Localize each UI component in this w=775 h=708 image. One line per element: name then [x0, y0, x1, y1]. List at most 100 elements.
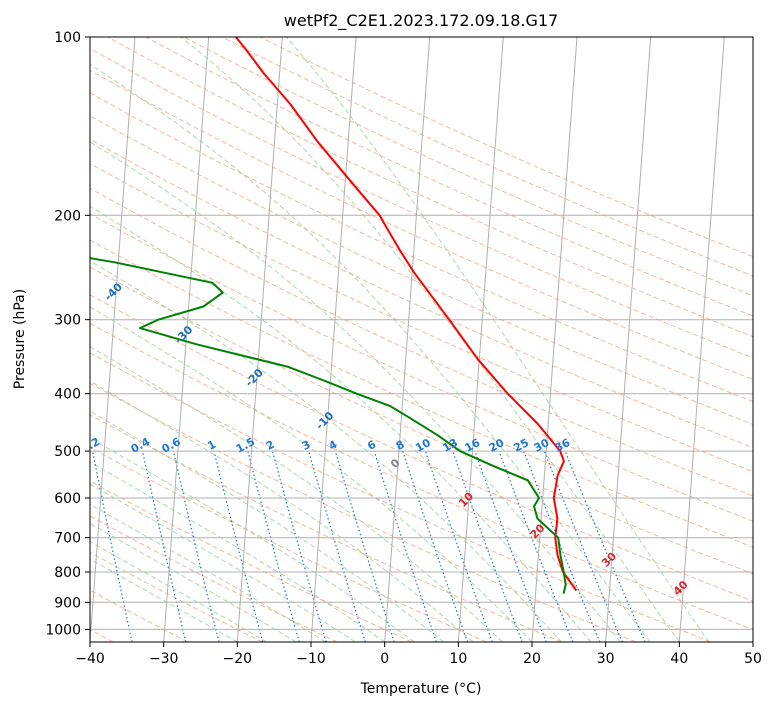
mixing-ratio-label: 30 — [532, 436, 552, 455]
moist-adiabat-line — [90, 260, 562, 642]
mixing-ratio-line — [308, 450, 366, 642]
mixing-ratio-label: 0.1 — [32, 435, 55, 456]
dry-adiabat-line — [90, 47, 753, 359]
dry-adiabat-line — [260, 37, 753, 258]
dry-adiabat-line — [90, 589, 188, 642]
dry-adiabat-line — [90, 213, 753, 522]
y-tick-label: 100 — [54, 30, 81, 46]
dry-adiabat-line — [90, 266, 753, 575]
dry-adiabat-line — [90, 480, 413, 642]
moist-adiabat-line — [90, 522, 297, 642]
dry-adiabat-line — [90, 138, 753, 449]
mixing-ratio-line — [452, 450, 523, 642]
mixing-ratio-line — [498, 450, 574, 642]
y-tick-label: 500 — [54, 444, 81, 460]
y-tick-label: 700 — [54, 531, 81, 547]
mixing-ratio-label: 10 — [413, 436, 433, 455]
sounding-series — [90, 37, 578, 594]
pressure-gridlines — [90, 37, 753, 630]
dry-adiabat-line — [222, 37, 753, 277]
isotherm-line — [310, 37, 357, 642]
x-tick-label: −10 — [296, 651, 326, 667]
isotherm-line — [90, 37, 136, 642]
x-tick-label: 50 — [744, 651, 762, 667]
dry-adiabat-line — [107, 37, 753, 338]
x-tick-label: −20 — [223, 651, 253, 667]
y-axis-label: Pressure (hPa) — [12, 289, 28, 389]
mixing-ratio-line — [172, 450, 220, 642]
moist-adiabat-line — [286, 37, 710, 642]
dry-adiabat-line — [90, 414, 562, 642]
plot-frame — [89, 36, 754, 643]
moist-adiabat-line — [90, 461, 385, 642]
isotherm-line — [457, 37, 504, 642]
y-tick-label: 800 — [54, 565, 81, 581]
moist-adiabat-line — [90, 380, 474, 642]
dry-adiabat-line — [145, 37, 753, 317]
moist-adiabat-line — [90, 503, 326, 642]
mixing-ratio-lines — [92, 450, 646, 642]
mixing-ratio-label: 0.6 — [159, 435, 183, 456]
mixing-ratio-line — [142, 450, 187, 642]
x-tick-label: 0 — [380, 651, 389, 667]
y-tick-label: 1000 — [45, 622, 81, 638]
moist-adiabat-line — [90, 346, 503, 642]
x-tick-label: −40 — [75, 651, 105, 667]
isotherm-line — [384, 37, 431, 642]
moist-adiabat-line — [90, 410, 444, 642]
dry-adiabat-line — [90, 352, 711, 642]
dry-adiabat-line — [90, 187, 753, 497]
mixing-ratio-line — [474, 450, 547, 642]
moist-adiabat-line — [90, 540, 268, 642]
dry-adiabats — [90, 37, 753, 642]
dry-adiabat-line — [90, 322, 753, 631]
x-axis-ticks: −40 −30 −20 −10 0 10 20 30 40 50 — [75, 642, 762, 667]
isotherm-line — [752, 635, 753, 642]
isotherm-label: -50 — [31, 237, 54, 260]
y-tick-label: 400 — [54, 387, 81, 403]
mixing-ratio-line — [564, 450, 646, 642]
plot-area: 0.10.20.40.611.52346810131620253036-100-… — [31, 37, 753, 642]
moist-adiabats — [90, 37, 710, 642]
y-axis-ticks: 100 200 300 400 500 600 700 800 900 1000 — [45, 30, 90, 638]
isotherms — [90, 37, 753, 642]
dry-adiabat-line — [183, 37, 753, 297]
moist-adiabat-line — [90, 141, 621, 642]
isotherm-line — [236, 37, 283, 642]
moist-adiabat-line — [90, 437, 415, 642]
dry-adiabat-label: 40 — [671, 578, 691, 598]
y-tick-label: 600 — [54, 491, 81, 507]
x-tick-label: −30 — [149, 651, 179, 667]
y-tick-label: 900 — [54, 595, 81, 611]
mixing-ratio-line — [271, 450, 327, 642]
mixing-ratio-line — [92, 450, 133, 642]
temperature-profile — [235, 37, 578, 592]
dry-adiabat-line — [90, 294, 753, 602]
mixing-ratio-label: 16 — [463, 436, 483, 455]
y-tick-label: 200 — [54, 208, 81, 224]
x-tick-label: 40 — [670, 651, 688, 667]
mixing-ratio-label: 36 — [553, 436, 573, 455]
isotherm-label: 0 — [388, 456, 403, 471]
moist-adiabat-line — [180, 37, 680, 642]
x-tick-label: 10 — [449, 651, 467, 667]
mixing-ratio-line — [213, 450, 264, 642]
mixing-ratio-line — [373, 450, 437, 642]
isotherm-label: -10 — [313, 409, 336, 432]
x-axis-label: Temperature (°C) — [360, 681, 482, 697]
isotherm-label: -40 — [102, 280, 125, 303]
mixing-ratio-label: 13 — [440, 436, 460, 455]
mixing-ratio-line — [334, 450, 395, 642]
isotherm-line — [605, 37, 652, 642]
mixing-ratio-line — [523, 450, 601, 642]
x-tick-label: 20 — [523, 651, 541, 667]
isotherm-line — [678, 37, 725, 642]
isotherm-line — [163, 37, 210, 642]
dry-adiabat-label: 30 — [599, 549, 619, 569]
dry-adiabat-line — [90, 163, 753, 473]
mixing-ratio-line — [402, 450, 469, 642]
mixing-ratio-label: 1.5 — [234, 435, 257, 456]
dry-adiabat-line — [90, 69, 753, 381]
chart-title: wetPf2_C2E1.2023.172.09.18.G17 — [284, 11, 558, 31]
